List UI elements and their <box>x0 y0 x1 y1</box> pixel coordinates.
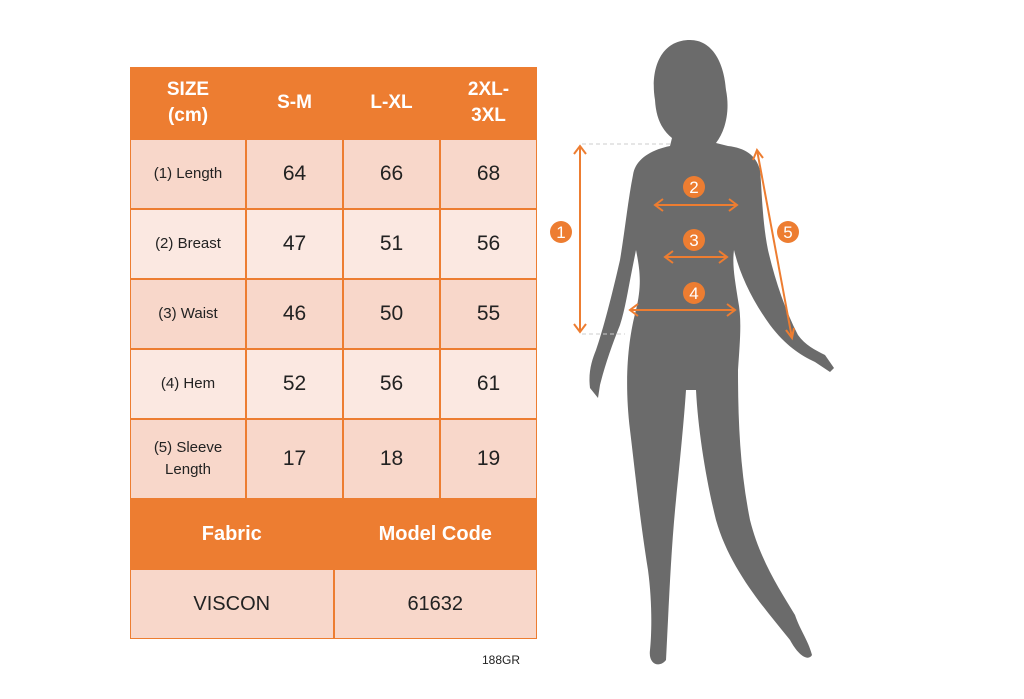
marker-circle <box>550 221 572 243</box>
measurement-label: (1) Length <box>130 139 246 209</box>
model-code-label: Model Code <box>333 499 537 569</box>
size-value: 18 <box>343 419 440 499</box>
size-value: 64 <box>246 139 343 209</box>
measurement-label: (3) Waist <box>130 279 246 349</box>
marker-number: 1 <box>556 223 565 242</box>
table-row: (2) Breast 47 51 56 <box>130 209 537 279</box>
header-size: SIZE (cm) <box>130 67 246 139</box>
marker-circle <box>777 221 799 243</box>
guide-lines <box>582 143 670 335</box>
marker-circle <box>683 176 705 198</box>
table-row: (4) Hem 52 56 61 <box>130 349 537 419</box>
header-l-xl: L-XL <box>343 67 440 139</box>
fabric-value-row: VISCON 61632 <box>130 569 537 639</box>
size-value: 68 <box>440 139 537 209</box>
size-value: 46 <box>246 279 343 349</box>
header-2xl-3xl: 2XL- 3XL <box>440 67 537 139</box>
measurement-label: (2) Breast <box>130 209 246 279</box>
size-value: 51 <box>343 209 440 279</box>
marker-number: 5 <box>783 223 792 242</box>
model-code-value: 61632 <box>333 569 537 639</box>
fabric-value: VISCON <box>130 569 334 639</box>
measurement-label: (5) Sleeve Length <box>130 419 246 499</box>
marker-number: 2 <box>689 178 698 197</box>
size-value: 52 <box>246 349 343 419</box>
size-value: 56 <box>440 209 537 279</box>
table-row: (1) Length 64 66 68 <box>130 139 537 209</box>
size-value: 19 <box>440 419 537 499</box>
size-value: 61 <box>440 349 537 419</box>
measurement-arrows <box>573 144 795 341</box>
size-value: 66 <box>343 139 440 209</box>
product-code: 188GR <box>482 653 521 667</box>
marker-number: 3 <box>689 231 698 250</box>
table-row: (5) Sleeve Length 17 18 19 <box>130 419 537 499</box>
size-value: 47 <box>246 209 343 279</box>
size-value: 50 <box>343 279 440 349</box>
marker-number: 4 <box>689 284 698 303</box>
table-header-row: SIZE (cm) S-M L-XL 2XL- 3XL <box>130 67 537 139</box>
table-row: (3) Waist 46 50 55 <box>130 279 537 349</box>
marker-circle <box>683 229 705 251</box>
fabric-label: Fabric <box>130 499 334 569</box>
header-s-m: S-M <box>246 67 343 139</box>
size-chart-table: SIZE (cm) S-M L-XL 2XL- 3XL (1) Length 64… <box>130 67 537 639</box>
marker-circle <box>683 282 705 304</box>
size-value: 55 <box>440 279 537 349</box>
measurement-label: (4) Hem <box>130 349 246 419</box>
fabric-header-row: Fabric Model Code <box>130 499 537 569</box>
size-value: 56 <box>343 349 440 419</box>
body-silhouette-figure: 1 2 3 4 5 <box>550 40 834 665</box>
size-value: 17 <box>246 419 343 499</box>
silhouette-body <box>589 40 834 665</box>
